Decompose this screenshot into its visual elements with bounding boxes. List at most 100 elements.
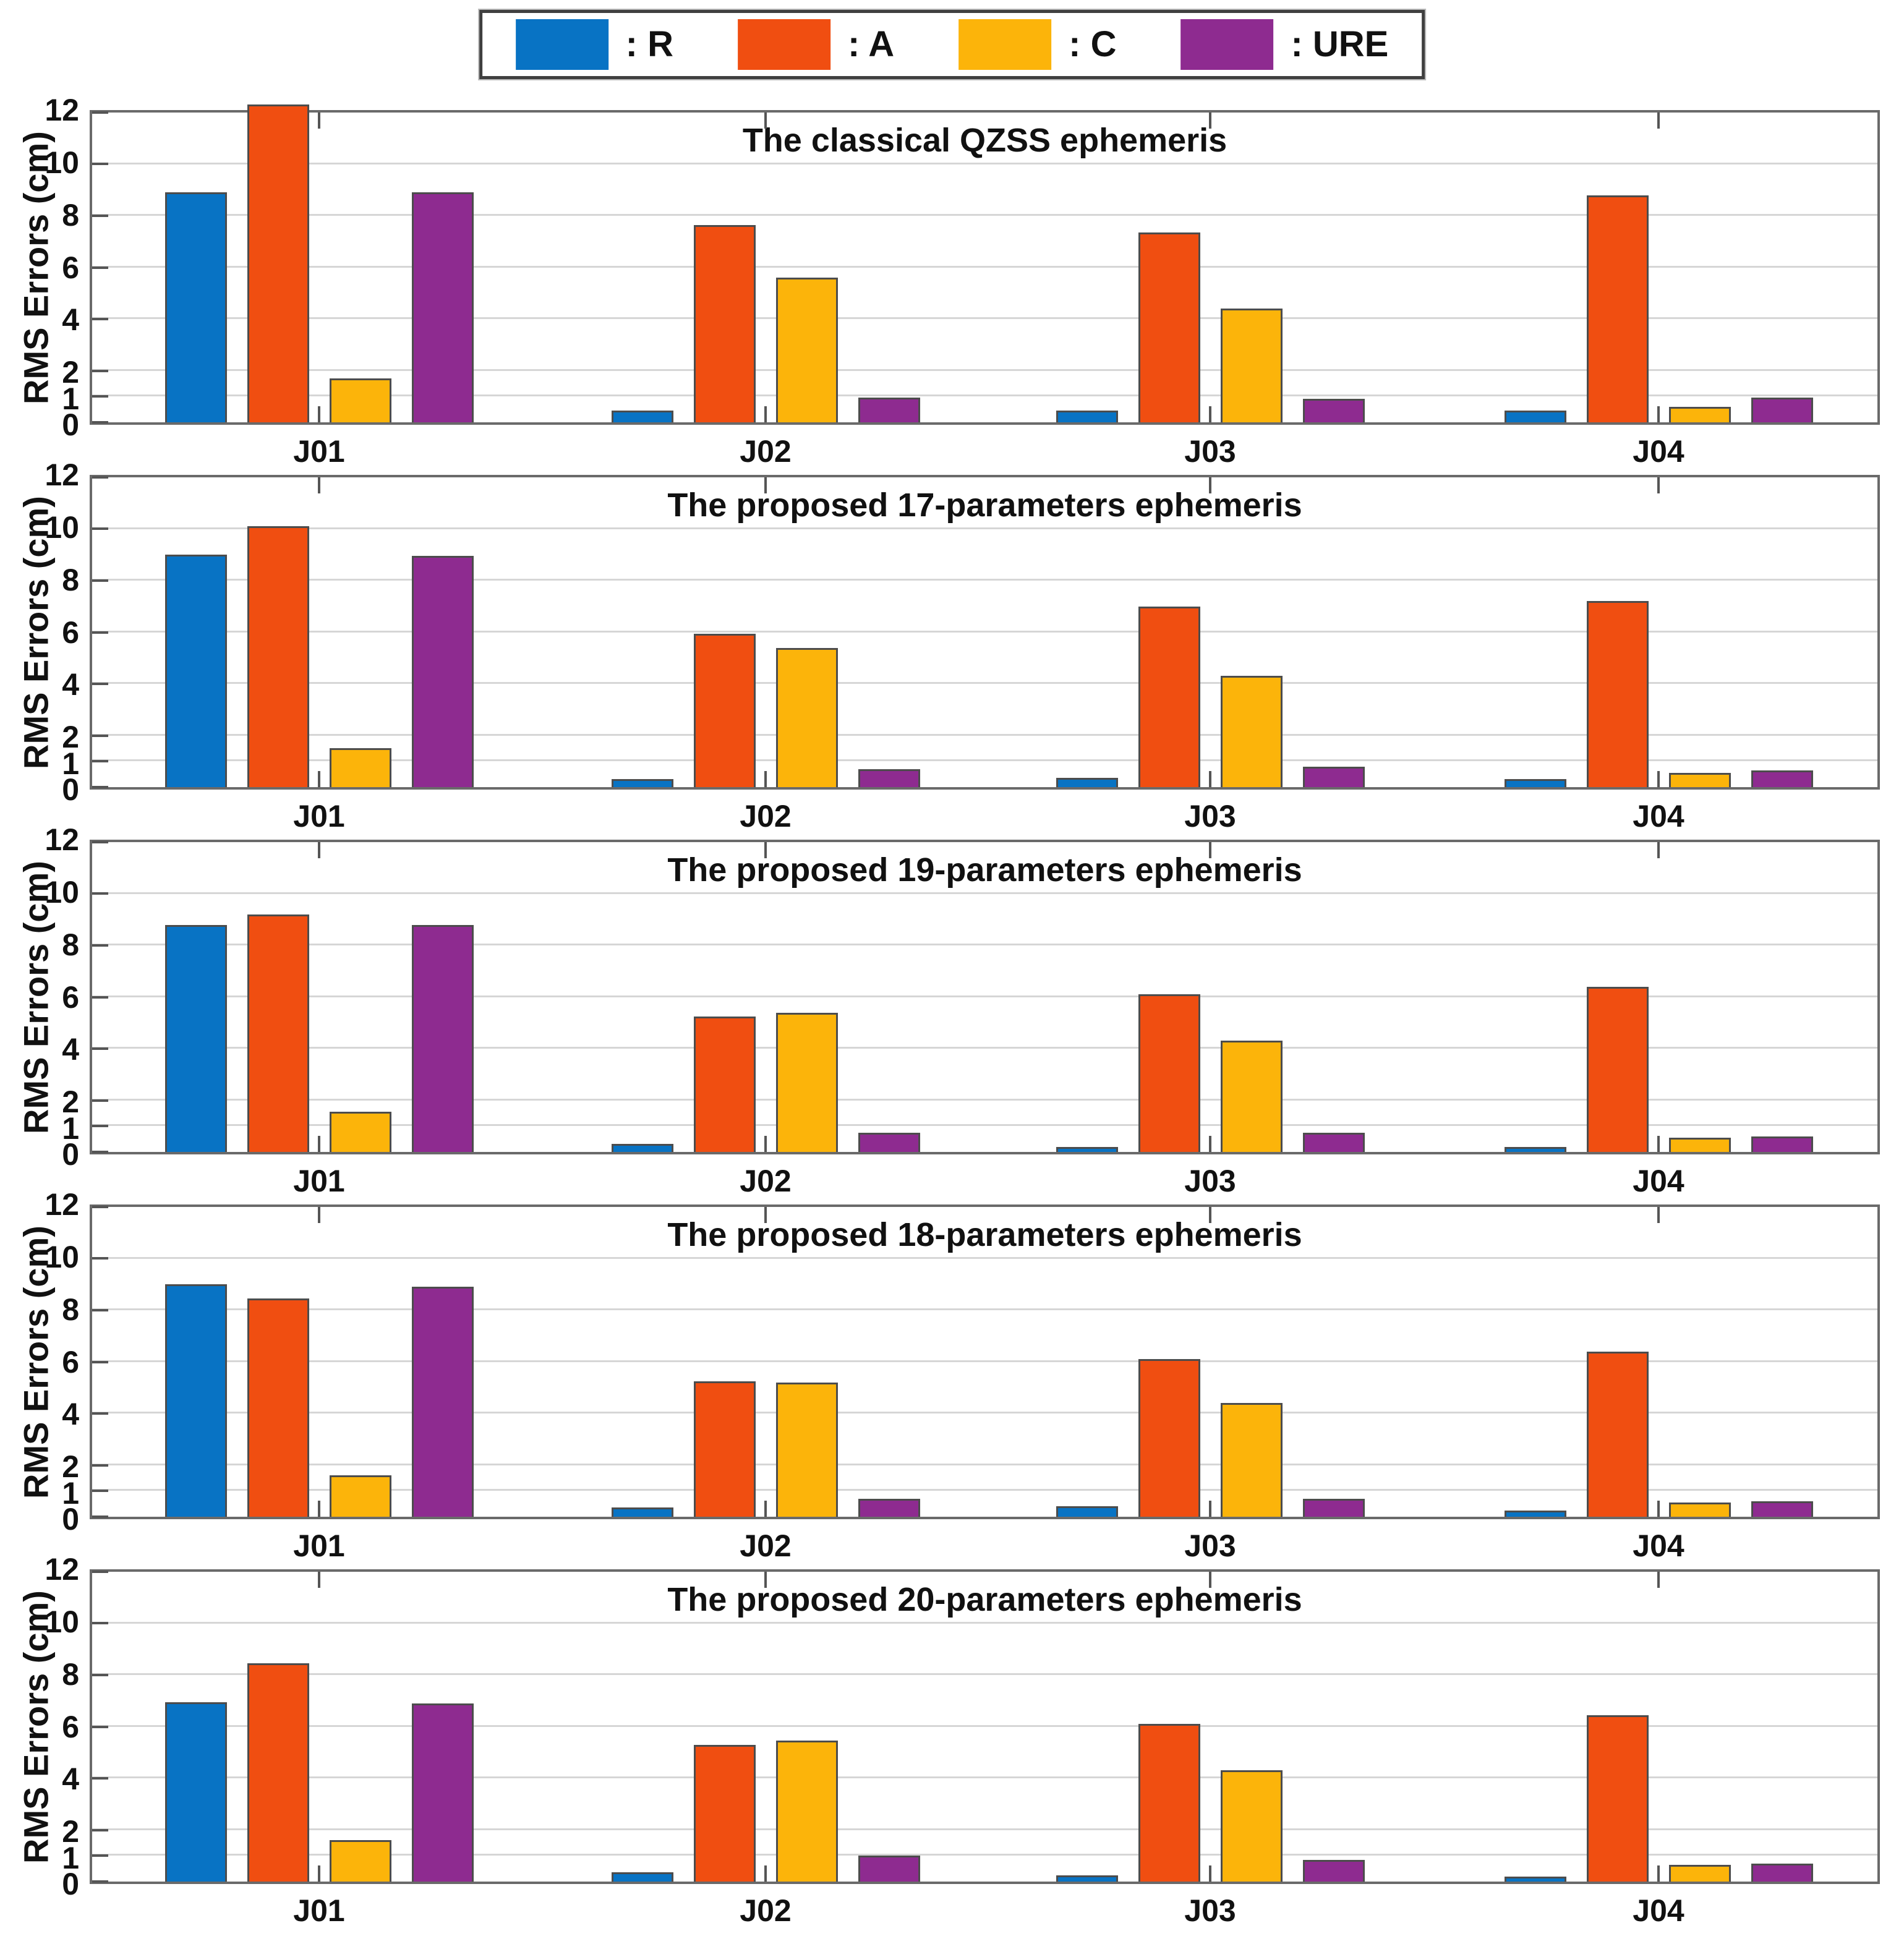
y-tick-mark <box>92 214 108 217</box>
bar-A-J03 <box>1138 1724 1200 1882</box>
y-tick-label: 12 <box>45 93 79 127</box>
y-tick-label: 4 <box>62 667 79 702</box>
y-tick-label: 12 <box>45 1187 79 1222</box>
y-tick-label: 1 <box>62 746 79 781</box>
gridline <box>92 1673 1877 1675</box>
x-tick-mark-top <box>764 1207 767 1223</box>
y-tick-mark <box>92 1880 108 1883</box>
panel-title: The proposed 19-parameters ephemeris <box>667 851 1302 889</box>
legend-label-ure: : URE <box>1291 24 1389 64</box>
bar-URE-J04 <box>1751 770 1813 787</box>
bar-URE-J03 <box>1302 766 1365 787</box>
y-tick-mark <box>92 760 108 763</box>
gridline <box>92 733 1877 736</box>
x-tick-label: J04 <box>1633 799 1684 833</box>
bar-R-J01 <box>164 924 227 1152</box>
bar-A-J01 <box>247 914 309 1152</box>
x-tick-label: J04 <box>1633 1893 1684 1928</box>
x-tick-mark-top <box>318 113 320 129</box>
x-tick-mark-bottom <box>1657 1136 1660 1152</box>
x-tick-mark-top <box>318 842 320 858</box>
gridline <box>92 944 1877 945</box>
y-tick-mark <box>92 1308 108 1311</box>
gridline <box>92 995 1877 997</box>
x-tick-mark-bottom <box>1657 406 1660 422</box>
gridline <box>92 1854 1877 1856</box>
bar-R-J04 <box>1504 411 1566 422</box>
bar-C-J02 <box>775 1012 838 1152</box>
y-tick-label: 10 <box>45 145 79 180</box>
y-tick-mark <box>92 527 108 531</box>
x-tick-label: J01 <box>293 799 345 833</box>
x-tick-mark-bottom <box>1209 1501 1211 1517</box>
bar-URE-J02 <box>858 1132 920 1152</box>
bar-URE-J03 <box>1302 1132 1365 1152</box>
y-tick-label: 8 <box>62 1292 79 1327</box>
x-tick-mark-top <box>764 477 767 493</box>
panel-title: The proposed 20-parameters ephemeris <box>667 1581 1302 1618</box>
bar-C-J04 <box>1668 1138 1731 1152</box>
bar-URE-J02 <box>858 769 920 787</box>
y-tick-label: 12 <box>45 458 79 492</box>
y-tick-mark <box>92 1257 108 1260</box>
y-tick-label: 1 <box>62 381 79 416</box>
y-tick-mark <box>92 995 108 999</box>
y-tick-label: 8 <box>62 927 79 962</box>
y-tick-label: 2 <box>62 355 79 390</box>
gridline <box>92 1412 1877 1413</box>
y-tick-mark <box>92 476 108 479</box>
x-tick-label: J04 <box>1633 434 1684 469</box>
y-tick-label: 6 <box>62 979 79 1015</box>
x-tick-label: J02 <box>740 799 792 833</box>
y-tick-mark <box>92 1360 108 1363</box>
x-tick-mark-bottom <box>1209 406 1211 422</box>
bar-A-J04 <box>1586 1715 1649 1882</box>
y-tick-mark <box>92 1828 108 1831</box>
x-tick-mark-top <box>1209 1572 1211 1588</box>
bar-R-J03 <box>1056 1146 1118 1152</box>
bar-C-J03 <box>1220 1041 1283 1152</box>
bar-C-J01 <box>329 1112 391 1152</box>
bar-A-J01 <box>247 1663 309 1882</box>
panel-title: The classical QZSS ephemeris <box>742 122 1227 159</box>
bar-R-J02 <box>611 1872 673 1882</box>
y-tick-label: 8 <box>62 562 79 597</box>
y-tick-mark <box>92 944 108 947</box>
bar-R-J01 <box>164 555 227 787</box>
x-tick-label: J01 <box>293 1528 345 1563</box>
bar-A-J01 <box>247 526 309 787</box>
x-tick-label: J03 <box>1184 1528 1236 1563</box>
bar-A-J03 <box>1138 232 1200 422</box>
bar-URE-J04 <box>1751 1863 1813 1882</box>
plot-area-3: The proposed 19-parameters ephemeris <box>90 840 1880 1154</box>
x-tick-label: J03 <box>1184 799 1236 833</box>
y-tick-label: 0 <box>62 1867 79 1901</box>
gridline <box>92 214 1877 216</box>
y-tick-label: 4 <box>62 1762 79 1797</box>
x-tick-label: J02 <box>740 1528 792 1563</box>
bar-R-J03 <box>1056 778 1118 787</box>
gridline <box>92 759 1877 762</box>
y-tick-mark <box>92 163 108 166</box>
y-tick-mark <box>92 111 108 114</box>
x-tick-mark-top <box>1657 113 1660 129</box>
gridline <box>92 162 1877 164</box>
bar-C-J02 <box>775 1382 838 1517</box>
x-tick-label: J02 <box>740 434 792 469</box>
gridline <box>92 1776 1877 1778</box>
gridline <box>92 1256 1877 1259</box>
bar-URE-J01 <box>411 1703 474 1882</box>
bar-URE-J01 <box>411 1287 474 1517</box>
bar-A-J03 <box>1138 994 1200 1152</box>
bar-URE-J03 <box>1302 1859 1365 1882</box>
bar-URE-J04 <box>1751 1501 1813 1517</box>
gridline <box>92 1124 1877 1127</box>
y-tick-mark <box>92 1047 108 1050</box>
y-tick-label: 0 <box>62 407 79 442</box>
y-tick-mark <box>92 1125 108 1128</box>
y-tick-mark <box>92 579 108 582</box>
gridline <box>92 265 1877 268</box>
legend-label-r: : R <box>625 24 673 64</box>
bar-C-J04 <box>1668 406 1731 422</box>
bar-R-J04 <box>1504 779 1566 787</box>
